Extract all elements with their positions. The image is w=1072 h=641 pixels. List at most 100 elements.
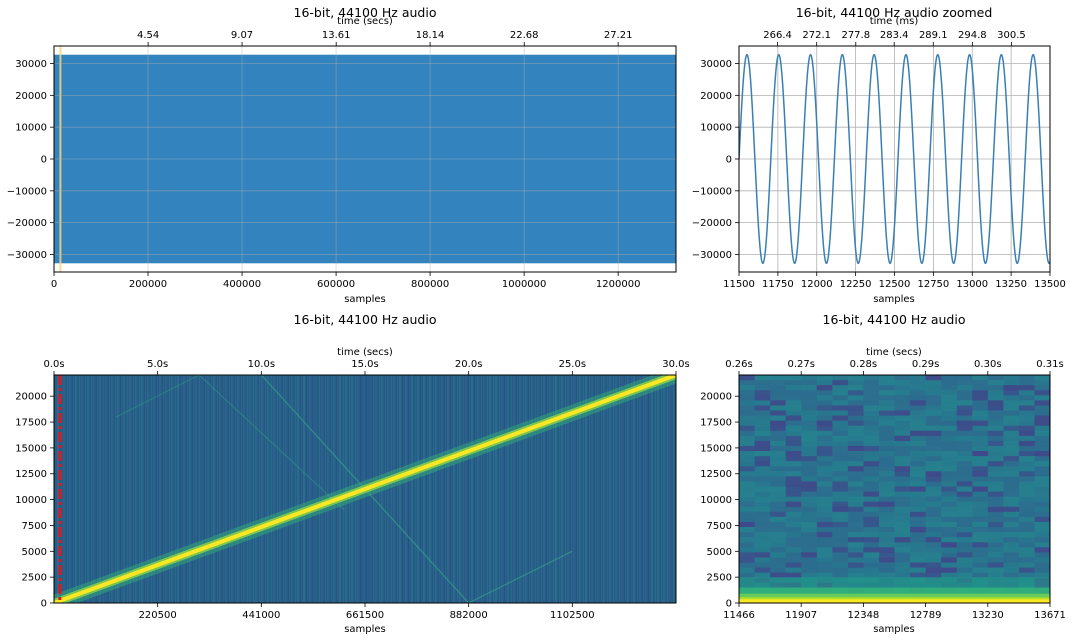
spectrogram-frame-line — [510, 375, 511, 603]
spectrogram-frame-line — [66, 375, 67, 603]
spectrogram-cell — [739, 400, 756, 406]
spectrogram-cell — [1034, 542, 1050, 548]
y-tick-label: −30000 — [7, 250, 47, 261]
spectrogram-frame-line — [90, 375, 91, 603]
spectrogram-frame-line — [324, 375, 325, 603]
spectrogram-cell — [770, 521, 787, 528]
spectrogram-cell — [972, 451, 989, 457]
spectrogram-cell — [910, 395, 927, 401]
spectrogram-frame-line — [558, 375, 559, 603]
spectrogram-column — [519, 375, 521, 603]
y-tick-label: 2500 — [22, 573, 47, 584]
spectrogram-cell — [1003, 516, 1020, 523]
spectrogram-cell — [785, 461, 802, 467]
spectrogram-column — [288, 375, 290, 603]
spectrogram-cell — [801, 572, 818, 579]
spectrogram-cell — [956, 521, 973, 528]
spectrogram-cell — [1018, 491, 1035, 498]
spectrogram-cell — [1034, 405, 1050, 411]
top-tick-label: 0.27s — [787, 359, 814, 370]
spectrogram-cell — [878, 380, 895, 386]
spectrogram-cell — [956, 456, 973, 462]
y-tick-label: 30000 — [15, 59, 47, 70]
spectrogram-cell — [894, 456, 911, 462]
spectrogram-cell — [941, 430, 958, 437]
spectrogram-cell — [956, 506, 973, 513]
spectrogram-cell — [739, 420, 756, 427]
spectrogram-cell — [878, 552, 895, 558]
spectrogram-cell — [832, 410, 849, 417]
x-tick-label: 12500 — [879, 279, 911, 290]
spectrogram-cell — [910, 491, 927, 498]
spectrogram-column — [210, 375, 212, 603]
y-tick-label: −10000 — [7, 186, 47, 197]
spectrogram-frame-line — [318, 375, 319, 603]
x-tick-label: 11500 — [723, 279, 755, 290]
spectrogram-cell — [785, 390, 802, 396]
spectrogram-cell — [832, 521, 849, 528]
spectrogram-cell — [770, 410, 787, 417]
top-tick-label: 20.0s — [455, 359, 482, 370]
spectrogram-cell — [987, 496, 1004, 503]
spectrogram-column — [552, 375, 554, 603]
spectrogram-column — [90, 375, 92, 603]
spectrogram-cell — [754, 476, 771, 482]
spectrogram-cell — [956, 496, 973, 503]
spectrogram-cell — [801, 527, 818, 533]
top-tick-label: 0.26s — [725, 359, 752, 370]
panel-spectrogram-zoomed: 16-bit, 44100 Hz audio time (secs) 11466… — [700, 312, 1066, 635]
spectrogram-cell — [925, 511, 942, 518]
spectrogram-cell — [956, 481, 973, 487]
y-tick-label: 10000 — [700, 123, 732, 134]
spectrogram-cell — [878, 567, 895, 574]
y-tick-label: 17500 — [15, 418, 47, 429]
spectrogram-cell — [801, 557, 818, 563]
spectrogram-cell — [847, 481, 864, 487]
spectrogram-cell — [987, 385, 1004, 391]
spectrogram-cell — [894, 445, 911, 452]
spectrogram-cell — [847, 572, 864, 579]
spectrogram-column — [447, 375, 449, 603]
spectrogram-column — [528, 375, 530, 603]
spectrogram-cell — [972, 532, 989, 538]
spectrogram-cell — [987, 410, 1004, 417]
spectrogram-cell — [910, 405, 927, 411]
spectrogram-cell — [770, 445, 787, 452]
spectrogram-cell — [754, 451, 771, 457]
spectrogram-cell — [801, 521, 818, 528]
spectrogram-cell — [925, 481, 942, 487]
spectrogram-cell — [925, 385, 942, 391]
spectrogram-cell — [754, 552, 771, 558]
y-tick-label: −20000 — [7, 218, 47, 229]
spectrogram-cell — [832, 537, 849, 543]
spectrogram-cell — [925, 445, 942, 452]
spectrogram-cell — [1034, 521, 1050, 528]
spectrogram-frame-line — [414, 375, 415, 603]
spectrogram-frame-line — [336, 375, 337, 603]
waveform-top-xlabel: time (secs) — [337, 16, 393, 27]
spectrogram-frame-line — [648, 375, 649, 603]
spectrogram-column — [216, 375, 218, 603]
spectrogram-cell — [754, 521, 771, 528]
spectrogram-cell — [739, 491, 756, 498]
spectrogram-frame-line — [630, 375, 631, 603]
spectrogram-ticks: 220500 441000 661500 882000 1102500 20000 1750… — [15, 359, 690, 621]
spectrogram-cell — [894, 466, 911, 472]
spectrogram-column — [483, 375, 485, 603]
spectrogram-cell — [925, 410, 942, 417]
spectrogram-cell — [816, 400, 833, 406]
spectrogram-cell — [770, 405, 787, 411]
spectrogram-frame-line — [114, 375, 115, 603]
spectrogram-cell — [1018, 461, 1035, 467]
spectrogram-cell — [1018, 516, 1035, 523]
spectrogram-column — [342, 375, 344, 603]
spectrogram-cell — [894, 461, 911, 467]
spectrogram-cell — [801, 486, 818, 493]
spectrogram-cell — [894, 420, 911, 427]
spectrogram-cell — [847, 542, 864, 548]
spectrogram-cell — [894, 562, 911, 569]
spectrogram-cell — [1003, 547, 1020, 553]
spectrogram-cell — [770, 516, 787, 523]
spectrogram-column — [330, 375, 332, 603]
